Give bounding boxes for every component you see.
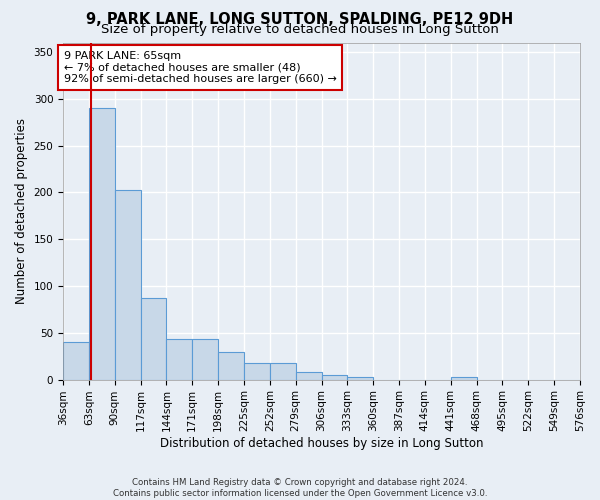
Bar [347,377,373,380]
Bar [244,362,270,380]
Bar [115,190,140,380]
Bar [451,377,476,380]
Bar [322,375,347,380]
X-axis label: Distribution of detached houses by size in Long Sutton: Distribution of detached houses by size … [160,437,483,450]
Bar [63,342,89,380]
Bar [140,298,166,380]
Bar [270,362,296,380]
Y-axis label: Number of detached properties: Number of detached properties [15,118,28,304]
Text: Size of property relative to detached houses in Long Sutton: Size of property relative to detached ho… [101,22,499,36]
Bar [192,340,218,380]
Bar [296,372,322,380]
Text: 9, PARK LANE, LONG SUTTON, SPALDING, PE12 9DH: 9, PARK LANE, LONG SUTTON, SPALDING, PE1… [86,12,514,28]
Bar [166,340,192,380]
Bar [218,352,244,380]
Bar [89,108,115,380]
Text: Contains HM Land Registry data © Crown copyright and database right 2024.
Contai: Contains HM Land Registry data © Crown c… [113,478,487,498]
Text: 9 PARK LANE: 65sqm
← 7% of detached houses are smaller (48)
92% of semi-detached: 9 PARK LANE: 65sqm ← 7% of detached hous… [64,51,337,84]
